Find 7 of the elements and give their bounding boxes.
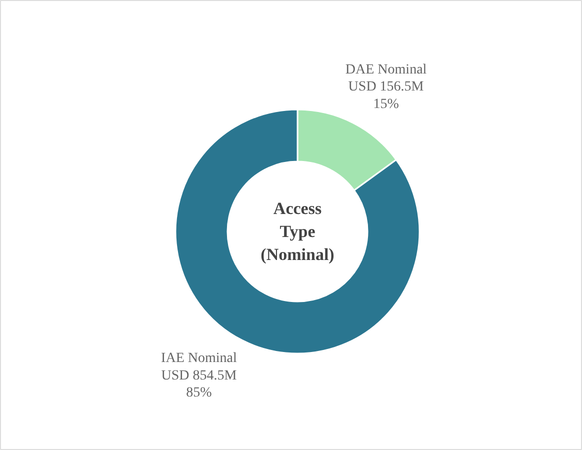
text: Access Type (Nominal) <box>260 199 334 264</box>
slice-label: IAE Nominal <box>161 351 237 366</box>
text: USD 854.5M <box>161 368 238 384</box>
data-label: 15% <box>373 96 400 112</box>
data-label: 85% <box>186 386 212 401</box>
text: USD 156.5M <box>348 80 424 95</box>
slice-label: DAE Nominal <box>345 62 427 78</box>
